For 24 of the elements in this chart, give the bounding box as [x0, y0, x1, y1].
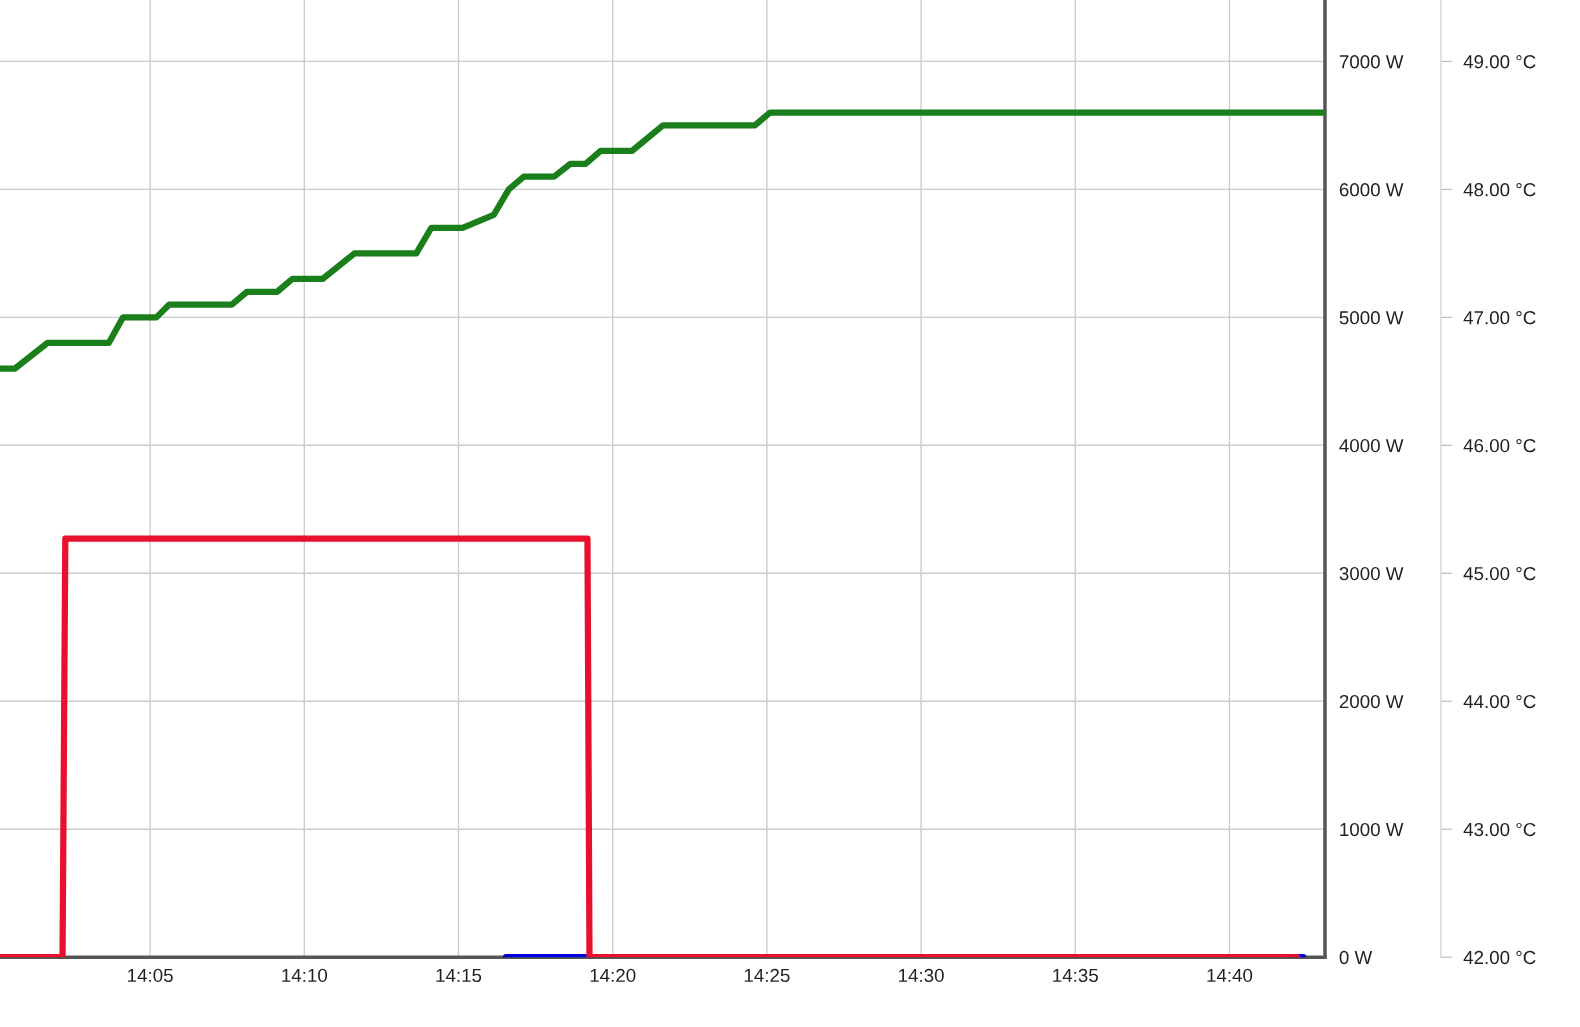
x-tick-label: 14:05 [128, 968, 173, 983]
x-tick-label: 14:10 [282, 968, 328, 983]
y2-tick-label: 47.00 °C [1463, 311, 1536, 325]
y-tick-label: 2000 W [1339, 694, 1404, 709]
x-tick-label: 14:35 [1053, 968, 1098, 983]
x-tick-label: 14:40 [1207, 968, 1253, 983]
y2-tick-label: 49.00 °C [1463, 55, 1536, 69]
y2-tick-label: 44.00 °C [1463, 694, 1536, 709]
y2-tick-label: 43.00 °C [1463, 822, 1536, 837]
y2-tick-label: 45.00 °C [1463, 566, 1536, 581]
x-tick-label: 14:20 [590, 968, 636, 983]
y-tick-label: 7000 W [1339, 55, 1404, 69]
x-tick-label: 14:30 [899, 968, 944, 983]
y-tick-label: 4000 W [1339, 439, 1404, 453]
y2-tick-label: 42.00 °C [1463, 950, 1536, 965]
y-tick-label: 5000 W [1339, 311, 1404, 325]
y-tick-label: 3000 W [1339, 566, 1404, 581]
y2-tick-label: 48.00 °C [1463, 183, 1536, 197]
y2-tick-label: 46.00 °C [1463, 439, 1536, 453]
y-tick-label: 6000 W [1339, 183, 1404, 197]
y-tick-label: 1000 W [1340, 822, 1404, 837]
x-tick-label: 14:25 [744, 968, 790, 983]
x-tick-label: 14:15 [436, 968, 482, 983]
y-tick-label: 0 W [1339, 950, 1373, 965]
